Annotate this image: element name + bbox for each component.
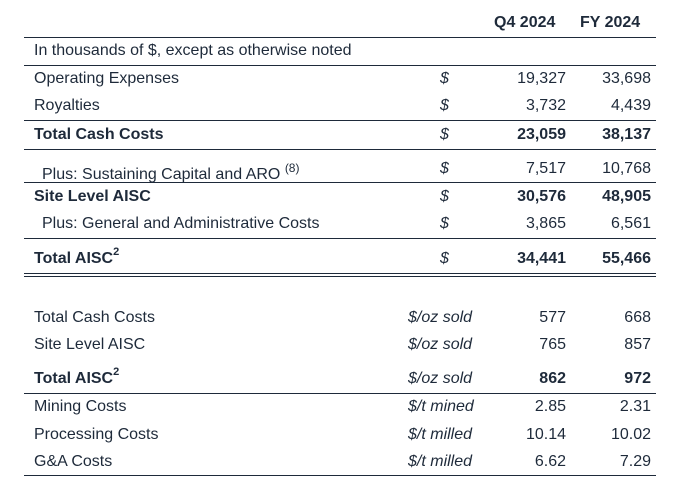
row-unit: $/oz sold [408,370,473,387]
header-fy: FY 2024 [580,14,641,31]
row-fy-value: 33,698 [602,70,651,87]
row-fy-value: 38,137 [602,126,651,143]
row-fy-value: 55,466 [602,250,651,267]
header-rule [24,37,656,38]
row-label: Total AISC2 [34,366,120,388]
row-q4-value: 577 [539,309,566,326]
row-q4-value: 30,576 [517,188,566,205]
row-fy-value: 48,905 [602,188,651,205]
row-label: G&A Costs [34,453,113,470]
row-label: Plus: General and Administrative Costs [42,215,320,232]
row-unit: $ [440,250,449,267]
row-q4-value: 765 [539,336,566,353]
row-q4-value: 6.62 [534,453,566,470]
row-fy-value: 6,561 [610,215,651,232]
row-unit: $ [440,70,449,87]
row-fy-value: 668 [624,309,651,326]
rule [24,475,656,476]
row-unit: $ [440,97,449,114]
row-fy-value: 972 [624,370,651,387]
rule [24,149,656,150]
double-rule-bottom [24,276,656,277]
row-fy-value: 10,768 [602,160,651,177]
row-unit: $ [440,126,449,143]
rule [24,65,656,66]
row-q4-value: 7,517 [525,160,566,177]
row-unit: $ [440,215,449,232]
row-label: Site Level AISC [34,188,151,205]
row-label: Operating Expenses [34,70,179,87]
rule [24,120,656,121]
row-q4-value: 2.85 [534,398,566,415]
row-unit: $/oz sold [408,336,473,353]
row-q4-value: 3,732 [525,97,566,114]
rule [24,393,656,394]
footnote-marker: (8) [284,161,300,175]
row-fy-value: 10.02 [610,426,651,443]
row-unit: $ [440,160,449,177]
cost-table: Q4 2024 FY 2024 In thousands of $, excep… [24,0,656,487]
header-q4: Q4 2024 [494,14,556,31]
row-label: Processing Costs [34,426,159,443]
row-label: Mining Costs [34,398,127,415]
row-q4-value: 10.14 [525,426,566,443]
row-fy-value: 7.29 [619,453,651,470]
footnote-superscript: 2 [113,366,120,378]
row-fy-value: 4,439 [610,97,651,114]
intro-note: In thousands of $, except as otherwise n… [34,42,352,59]
row-label: Total AISC2 [34,246,120,268]
row-unit: $/t mined [408,398,474,415]
row-fy-value: 857 [624,336,651,353]
row-q4-value: 34,441 [517,250,566,267]
row-label: Total Cash Costs [34,126,164,143]
row-label: Plus: Sustaining Capital and ARO (8) [42,161,300,183]
row-q4-value: 23,059 [517,126,566,143]
double-rule-top [24,273,656,274]
row-label: Royalties [34,97,100,114]
row-fy-value: 2.31 [619,398,651,415]
row-q4-value: 3,865 [525,215,566,232]
rule [24,238,656,239]
row-label: Site Level AISC [34,336,146,353]
rule [24,182,656,183]
row-unit: $ [440,188,449,205]
footnote-superscript: 2 [113,246,120,258]
row-unit: $/t milled [408,426,473,443]
row-unit: $/oz sold [408,309,473,326]
row-label: Total Cash Costs [34,309,155,326]
row-q4-value: 19,327 [517,70,566,87]
row-q4-value: 862 [539,370,566,387]
row-unit: $/t milled [408,453,473,470]
